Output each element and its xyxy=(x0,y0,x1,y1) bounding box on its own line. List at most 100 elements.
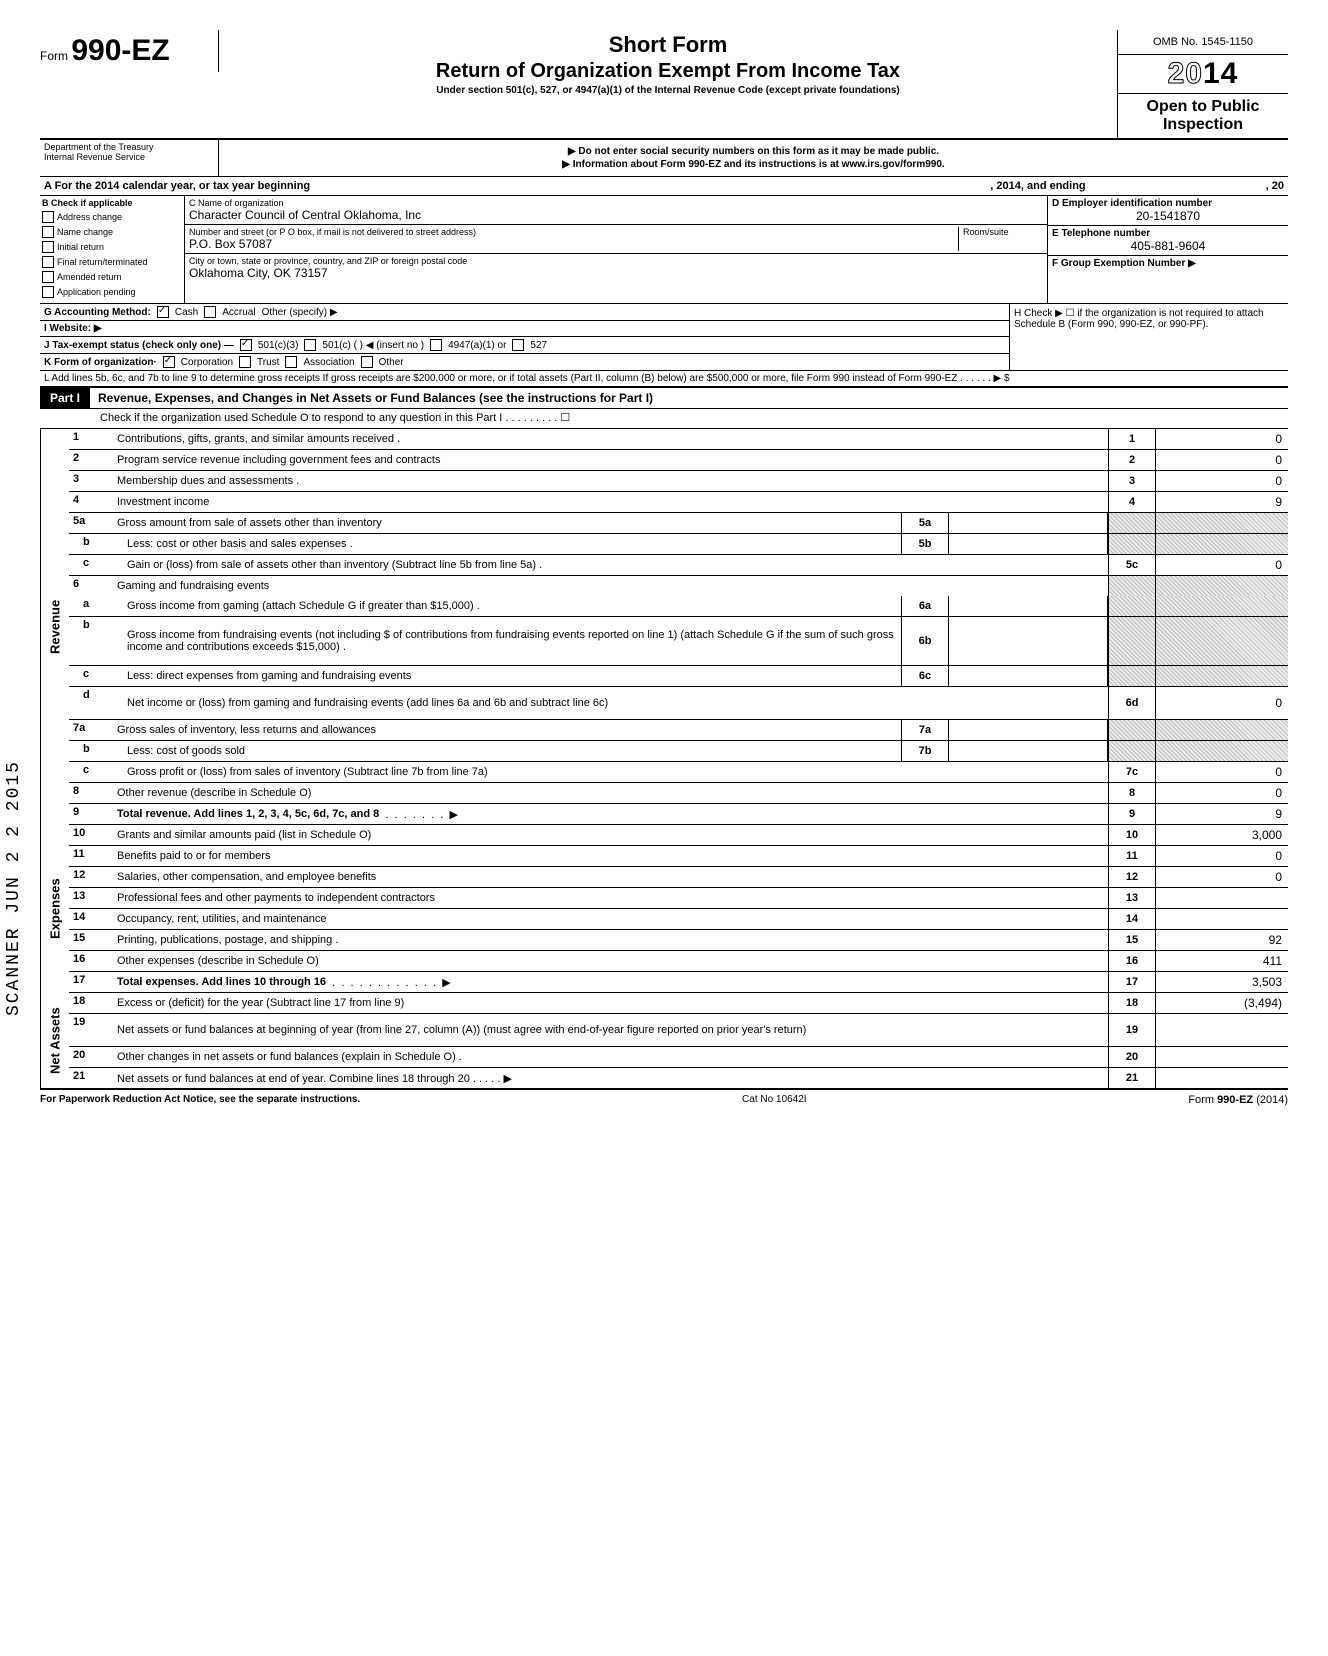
line-15-val: 92 xyxy=(1156,930,1288,950)
title-box: Short Form Return of Organization Exempt… xyxy=(219,30,1117,98)
line-12-val: 0 xyxy=(1156,867,1288,887)
form-number-box: Form 990-EZ xyxy=(40,30,219,72)
line-4-val: 9 xyxy=(1156,492,1288,512)
line-17-val: 3,503 xyxy=(1156,972,1288,992)
chk-501c[interactable] xyxy=(304,339,316,351)
lbl-address-change: Address change xyxy=(57,212,122,222)
chk-pending[interactable] xyxy=(42,286,54,298)
line-20-val xyxy=(1156,1047,1288,1067)
line-5b-desc: Less: cost or other basis and sales expe… xyxy=(123,534,901,554)
col-c: C Name of organization Character Council… xyxy=(185,196,1048,303)
chk-corp[interactable] xyxy=(163,356,175,368)
lbl-initial-return: Initial return xyxy=(57,242,104,252)
col-de: D Employer identification number 20-1541… xyxy=(1048,196,1288,303)
title-return: Return of Organization Exempt From Incom… xyxy=(229,60,1107,83)
side-expenses: Expenses xyxy=(40,825,69,993)
j-label: J Tax-exempt status (check only one) — xyxy=(44,340,234,351)
line-18-val: (3,494) xyxy=(1156,993,1288,1013)
lbl-name-change: Name change xyxy=(57,227,113,237)
c-label-addr: Number and street (or P O box, if mail i… xyxy=(189,227,958,237)
l-text: L Add lines 5b, 6c, and 7b to line 9 to … xyxy=(44,373,1010,384)
line-7b-desc: Less: cost of goods sold xyxy=(123,741,901,761)
lbl-pending: Application pending xyxy=(57,287,136,297)
footer-left: For Paperwork Reduction Act Notice, see … xyxy=(40,1094,360,1106)
line-6d-desc: Net income or (loss) from gaming and fun… xyxy=(123,687,1108,719)
chk-cash[interactable] xyxy=(157,306,169,318)
dept-row: Department of the TreasuryInternal Reven… xyxy=(40,140,1288,177)
footer-mid: Cat No 10642I xyxy=(360,1094,1188,1106)
instructions: ▶ Do not enter social security numbers o… xyxy=(219,140,1288,176)
lbl-trust: Trust xyxy=(257,357,279,368)
line-12-desc: Salaries, other compensation, and employ… xyxy=(113,867,1108,887)
lbl-other-method: Other (specify) ▶ xyxy=(262,307,338,318)
k-label: K Form of organization· xyxy=(44,357,157,368)
c-label-name: C Name of organization xyxy=(189,198,1043,208)
chk-initial-return[interactable] xyxy=(42,241,54,253)
chk-501c3[interactable] xyxy=(240,339,252,351)
line-4-desc: Investment income xyxy=(113,492,1108,512)
line-16-val: 411 xyxy=(1156,951,1288,971)
line-2-desc: Program service revenue including govern… xyxy=(113,450,1108,470)
line-a-mid: , 2014, and ending xyxy=(990,180,1085,192)
lbl-assoc: Association xyxy=(303,357,354,368)
line-6d-val: 0 xyxy=(1156,687,1288,719)
chk-4947[interactable] xyxy=(430,339,442,351)
chk-527[interactable] xyxy=(512,339,524,351)
line-10-val: 3,000 xyxy=(1156,825,1288,845)
col-b: B Check if applicable Address change Nam… xyxy=(40,196,185,303)
line-6-desc: Gaming and fundraising events xyxy=(113,576,1108,596)
chk-assoc[interactable] xyxy=(285,356,297,368)
line-7c-desc: Gross profit or (loss) from sales of inv… xyxy=(123,762,1108,782)
chk-trust[interactable] xyxy=(239,356,251,368)
line-6b-desc: Gross income from fundraising events (no… xyxy=(123,617,901,665)
info-grid: B Check if applicable Address change Nam… xyxy=(40,196,1288,304)
line-5c-desc: Gain or (loss) from sale of assets other… xyxy=(123,555,1108,575)
lbl-amended: Amended return xyxy=(57,272,122,282)
chk-address-change[interactable] xyxy=(42,211,54,223)
lbl-final-return: Final return/terminated xyxy=(57,257,148,267)
line-11-desc: Benefits paid to or for members xyxy=(113,846,1108,866)
chk-accrual[interactable] xyxy=(204,306,216,318)
line-6a-desc: Gross income from gaming (attach Schedul… xyxy=(123,596,901,616)
omb-box: OMB No. 1545-1150 2014 Open to Public In… xyxy=(1117,30,1288,138)
lbl-4947: 4947(a)(1) or xyxy=(448,340,506,351)
c-label-room: Room/suite xyxy=(963,227,1043,237)
lbl-cash: Cash xyxy=(175,307,198,318)
line-8-val: 0 xyxy=(1156,783,1288,803)
line-13-val xyxy=(1156,888,1288,908)
line-21-val xyxy=(1156,1068,1288,1088)
title-short-form: Short Form xyxy=(229,32,1107,58)
footer-right: Form 990-EZ (2014) xyxy=(1188,1094,1288,1106)
side-revenue: Revenue xyxy=(40,429,69,825)
tax-year: 2014 xyxy=(1118,55,1288,94)
e-label: E Telephone number xyxy=(1052,228,1150,239)
line-1-val: 0 xyxy=(1156,429,1288,449)
subtitle: Under section 501(c), 527, or 4947(a)(1)… xyxy=(229,85,1107,96)
line-5a-desc: Gross amount from sale of assets other t… xyxy=(113,513,901,533)
org-city: Oklahoma City, OK 73157 xyxy=(189,266,1043,280)
chk-name-change[interactable] xyxy=(42,226,54,238)
row-j: J Tax-exempt status (check only one) — 5… xyxy=(40,337,1009,354)
i-label: I Website: ▶ xyxy=(44,323,102,334)
org-addr: P.O. Box 57087 xyxy=(189,237,958,251)
expenses-block: Expenses 10Grants and similar amounts pa… xyxy=(40,825,1288,993)
line-19-val xyxy=(1156,1014,1288,1046)
line-a-suf: , 20 xyxy=(1266,180,1284,192)
lbl-501c3: 501(c)(3) xyxy=(258,340,299,351)
dept-treasury: Department of the TreasuryInternal Reven… xyxy=(40,140,219,176)
line-20-desc: Other changes in net assets or fund bala… xyxy=(113,1047,1108,1067)
line-16-desc: Other expenses (describe in Schedule O) xyxy=(113,951,1108,971)
phone: 405-881-9604 xyxy=(1052,239,1284,253)
line-18-desc: Excess or (deficit) for the year (Subtra… xyxy=(113,993,1108,1013)
line-9-val: 9 xyxy=(1156,804,1288,824)
form-prefix: Form xyxy=(40,49,68,63)
line-1-desc: Contributions, gifts, grants, and simila… xyxy=(113,429,1108,449)
chk-other-org[interactable] xyxy=(361,356,373,368)
line-2-val: 0 xyxy=(1156,450,1288,470)
row-i: I Website: ▶ xyxy=(40,321,1009,337)
c-label-city: City or town, state or province, country… xyxy=(189,256,1043,266)
chk-amended[interactable] xyxy=(42,271,54,283)
line-5c-val: 0 xyxy=(1156,555,1288,575)
chk-final-return[interactable] xyxy=(42,256,54,268)
form-header: Form 990-EZ Short Form Return of Organiz… xyxy=(40,30,1288,140)
